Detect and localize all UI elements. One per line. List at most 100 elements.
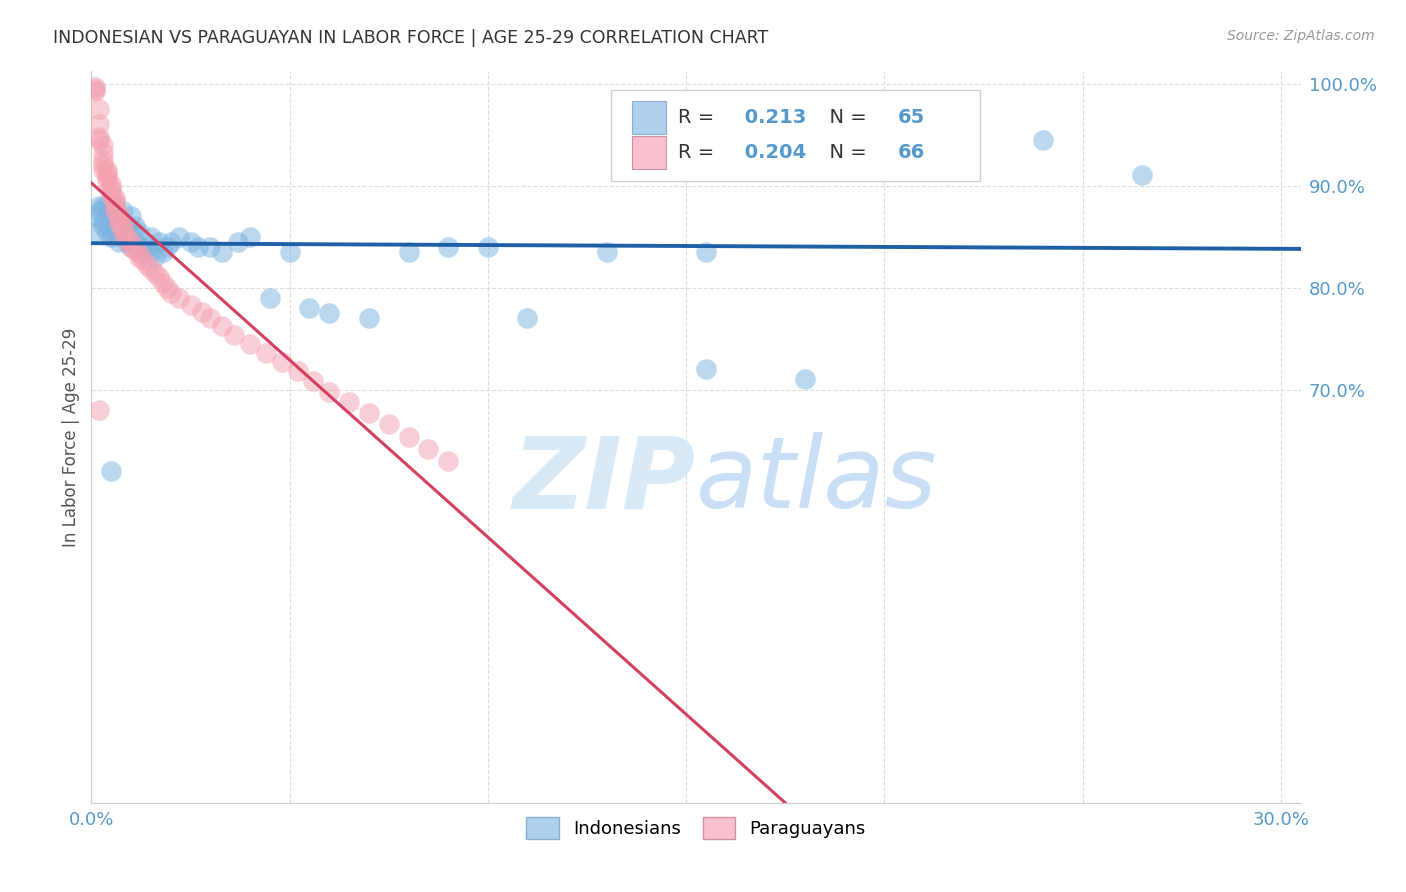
Text: N =: N = <box>817 143 873 162</box>
Point <box>100 464 122 478</box>
Point <box>120 235 142 249</box>
Point <box>108 219 131 234</box>
Point <box>377 417 399 432</box>
Point <box>337 395 360 409</box>
Point <box>104 194 127 208</box>
Point <box>108 235 131 249</box>
Point <box>100 204 122 219</box>
Text: R =: R = <box>678 143 720 162</box>
Point <box>115 235 138 249</box>
Point <box>89 403 111 417</box>
Point <box>115 233 138 247</box>
Point <box>100 180 122 194</box>
Point <box>167 291 190 305</box>
Point <box>191 305 214 319</box>
Point <box>115 219 138 234</box>
Legend: Indonesians, Paraguayans: Indonesians, Paraguayans <box>519 810 873 847</box>
Point <box>152 244 174 259</box>
Point <box>104 197 127 211</box>
Point <box>211 319 233 334</box>
Point <box>84 84 107 98</box>
Point <box>91 163 114 178</box>
Point <box>89 117 111 131</box>
Point <box>96 166 118 180</box>
Point <box>124 243 146 257</box>
Point <box>179 298 201 312</box>
Point <box>91 199 114 213</box>
Point <box>108 211 131 225</box>
Point <box>437 240 460 254</box>
Point <box>124 219 146 234</box>
Point <box>239 336 262 351</box>
Point <box>143 250 166 264</box>
Point <box>398 429 420 443</box>
Point <box>179 235 201 249</box>
Point <box>96 163 118 178</box>
Text: ZIP: ZIP <box>513 433 696 530</box>
Point <box>128 246 150 260</box>
Point <box>912 133 935 147</box>
Point <box>357 311 380 326</box>
Point <box>139 262 162 277</box>
Point <box>100 184 122 198</box>
Point <box>112 219 135 234</box>
Point <box>1032 133 1054 147</box>
Point <box>108 218 131 232</box>
Point <box>100 189 122 203</box>
Point <box>152 276 174 290</box>
Text: 0.204: 0.204 <box>738 143 807 162</box>
Point <box>1130 169 1153 183</box>
Text: Source: ZipAtlas.com: Source: ZipAtlas.com <box>1227 29 1375 44</box>
Point <box>91 137 114 152</box>
Point <box>128 250 150 264</box>
Point <box>104 201 127 215</box>
Point <box>143 266 166 280</box>
Point <box>100 214 122 228</box>
Point <box>108 214 131 228</box>
Point <box>84 209 107 223</box>
Point <box>112 229 135 244</box>
Point <box>104 225 127 239</box>
Text: 65: 65 <box>898 108 925 127</box>
Point <box>287 364 309 378</box>
Text: 66: 66 <box>898 143 925 162</box>
Point <box>108 207 131 221</box>
Point <box>254 346 277 360</box>
Point <box>120 240 142 254</box>
Point <box>89 102 111 116</box>
Point <box>132 253 155 268</box>
Point <box>84 79 107 94</box>
Point <box>89 199 111 213</box>
Point <box>794 372 817 386</box>
Point <box>437 454 460 468</box>
Point <box>120 209 142 223</box>
Point <box>91 153 114 167</box>
Point <box>104 209 127 223</box>
Point <box>91 145 114 160</box>
Point <box>108 209 131 223</box>
Point <box>89 129 111 144</box>
Point <box>104 191 127 205</box>
Point <box>84 225 107 239</box>
Point <box>84 81 107 95</box>
Point <box>357 406 380 420</box>
Point <box>156 280 179 294</box>
Point <box>224 327 246 342</box>
Point <box>211 244 233 259</box>
Point <box>148 270 170 285</box>
Point <box>318 384 340 399</box>
Point <box>200 311 222 326</box>
Point <box>596 244 619 259</box>
Point <box>516 311 538 326</box>
Point <box>156 240 179 254</box>
FancyBboxPatch shape <box>631 102 666 134</box>
Point <box>96 173 118 187</box>
Point <box>96 170 118 185</box>
Point <box>100 229 122 244</box>
Point <box>89 133 111 147</box>
FancyBboxPatch shape <box>631 136 666 169</box>
Point <box>477 240 499 254</box>
Point <box>91 219 114 234</box>
Y-axis label: In Labor Force | Age 25-29: In Labor Force | Age 25-29 <box>62 327 80 547</box>
Point <box>104 204 127 219</box>
